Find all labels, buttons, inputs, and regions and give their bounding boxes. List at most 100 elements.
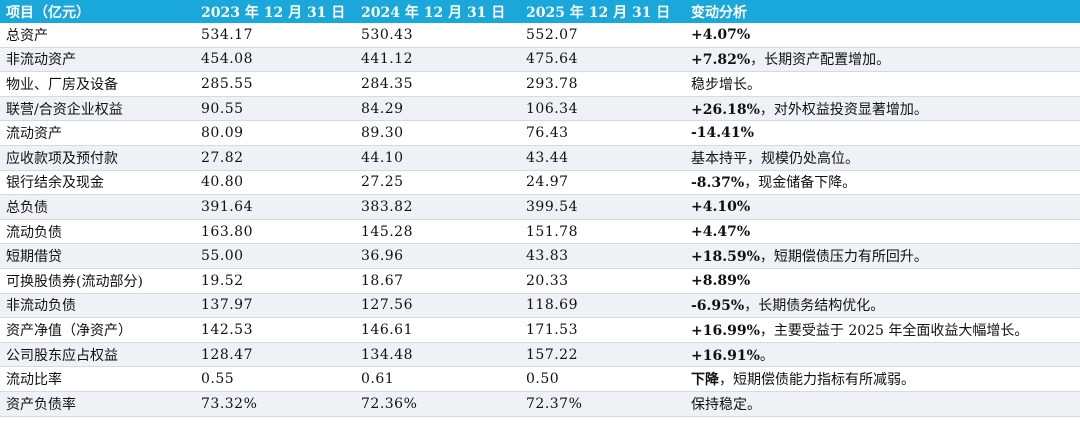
value-2023: 55.00 xyxy=(195,243,355,269)
change-lead: -14.41% xyxy=(691,125,754,142)
value-2023: 163.80 xyxy=(195,219,355,245)
value-2024: 145.28 xyxy=(355,219,520,245)
value-2025: 151.78 xyxy=(520,219,685,245)
table-row: 物业、厂房及设备 285.55 284.35 293.78 稳步增长。 xyxy=(0,71,1080,97)
value-2025: 552.07 xyxy=(520,23,685,48)
row-item-label: 资产负债率 xyxy=(0,391,195,417)
table-row: 资产负债率 73.32% 72.36% 72.37% 保持稳定。 xyxy=(0,391,1080,417)
value-2023: 27.82 xyxy=(195,145,355,171)
row-item-label: 联营/合资企业权益 xyxy=(0,96,195,122)
change-analysis-cell: +16.99%，主要受益于 2025 年全面收益大幅增长。 xyxy=(685,317,1080,343)
row-item-label: 非流动负债 xyxy=(0,293,195,319)
value-2025: 24.97 xyxy=(520,170,685,196)
table-row: 非流动负债 137.97 127.56 118.69 -6.95%，长期债务结构优化。 xyxy=(0,293,1080,319)
change-analysis-cell: +26.18%，对外权益投资显著增加。 xyxy=(685,96,1080,122)
change-lead: +7.82% xyxy=(691,52,751,69)
value-2025: 20.33 xyxy=(520,268,685,294)
change-note: ，短期偿债能力指标有所减弱。 xyxy=(719,372,915,389)
balance-sheet-table: 项目（亿元） 2023 年 12 月 31 日 2024 年 12 月 31 日… xyxy=(0,0,1080,417)
table-body: 总资产 534.17 530.43 552.07 +4.07% 非流动资产 454.08 44… xyxy=(0,23,1080,417)
header-change-analysis: 变动分析 xyxy=(685,0,1080,23)
value-2025: 72.37% xyxy=(520,391,685,417)
header-row: 项目（亿元） 2023 年 12 月 31 日 2024 年 12 月 31 日… xyxy=(0,0,1080,23)
value-2025: 0.50 xyxy=(520,366,685,392)
value-2023: 73.32% xyxy=(195,391,355,417)
value-2023: 391.64 xyxy=(195,194,355,220)
change-lead: +18.59% xyxy=(691,249,760,266)
row-item-label: 非流动资产 xyxy=(0,47,195,73)
change-note: ，长期债务结构优化。 xyxy=(744,298,885,315)
change-note: ，主要受益于 2025 年全面收益大幅增长。 xyxy=(759,322,1029,339)
value-2023: 90.55 xyxy=(195,96,355,122)
change-analysis-cell: +18.59%，短期偿债压力有所回升。 xyxy=(685,243,1080,269)
value-2025: 293.78 xyxy=(520,71,685,97)
table-row: 总负债 391.64 383.82 399.54 +4.10% xyxy=(0,194,1080,220)
table-header: 项目（亿元） 2023 年 12 月 31 日 2024 年 12 月 31 日… xyxy=(0,0,1080,23)
change-note: ，现金储备下降。 xyxy=(744,175,857,192)
value-2024: 530.43 xyxy=(355,23,520,48)
change-lead: +8.89% xyxy=(691,272,751,289)
row-item-label: 银行结余及现金 xyxy=(0,170,195,196)
change-note: 稳步增长。 xyxy=(691,76,761,93)
value-2024: 146.61 xyxy=(355,317,520,343)
change-lead: 下降 xyxy=(691,372,719,389)
change-lead: +16.99% xyxy=(691,322,760,339)
table-row: 公司股东应占权益 128.47 134.48 157.22 +16.91%。 xyxy=(0,342,1080,368)
header-2025: 2025 年 12 月 31 日 xyxy=(520,0,685,23)
change-lead: +4.10% xyxy=(691,198,751,215)
change-analysis-cell: 稳步增长。 xyxy=(685,71,1080,97)
change-analysis-cell: +16.91%。 xyxy=(685,342,1080,368)
change-analysis-cell: +8.89% xyxy=(685,268,1080,294)
change-analysis-cell: 基本持平，规模仍处高位。 xyxy=(685,145,1080,171)
change-analysis-cell: +7.82%，长期资产配置增加。 xyxy=(685,47,1080,73)
value-2025: 475.64 xyxy=(520,47,685,73)
table-row: 银行结余及现金 40.80 27.25 24.97 -8.37%，现金储备下降。 xyxy=(0,170,1080,196)
change-note: ，短期偿债压力有所回升。 xyxy=(759,249,928,266)
value-2025: 76.43 xyxy=(520,120,685,146)
change-analysis-cell: 下降，短期偿债能力指标有所减弱。 xyxy=(685,366,1080,392)
row-item-label: 总负债 xyxy=(0,194,195,220)
change-analysis-cell: -6.95%，长期债务结构优化。 xyxy=(685,293,1080,319)
row-item-label: 流动资产 xyxy=(0,120,195,146)
table-row: 流动比率 0.55 0.61 0.50 下降，短期偿债能力指标有所减弱。 xyxy=(0,366,1080,392)
value-2025: 399.54 xyxy=(520,194,685,220)
value-2024: 284.35 xyxy=(355,71,520,97)
value-2025: 106.34 xyxy=(520,96,685,122)
change-lead: -6.95% xyxy=(691,298,745,315)
value-2024: 89.30 xyxy=(355,120,520,146)
header-2024: 2024 年 12 月 31 日 xyxy=(355,0,520,23)
row-item-label: 物业、厂房及设备 xyxy=(0,71,195,97)
change-analysis-cell: +4.10% xyxy=(685,194,1080,220)
change-note: 。 xyxy=(759,347,774,364)
change-lead: +26.18% xyxy=(691,101,760,118)
row-item-label: 公司股东应占权益 xyxy=(0,342,195,368)
value-2023: 285.55 xyxy=(195,71,355,97)
table-row: 联营/合资企业权益 90.55 84.29 106.34 +26.18%，对外权益投资显… xyxy=(0,96,1080,122)
change-lead: +4.47% xyxy=(691,223,751,240)
table-row: 资产净值（净资产） 142.53 146.61 171.53 +16.99%，主要受益于… xyxy=(0,317,1080,343)
change-analysis-cell: -14.41% xyxy=(685,120,1080,146)
value-2024: 127.56 xyxy=(355,293,520,319)
value-2024: 383.82 xyxy=(355,194,520,220)
value-2023: 80.09 xyxy=(195,120,355,146)
value-2024: 0.61 xyxy=(355,366,520,392)
table-row: 流动资产 80.09 89.30 76.43 -14.41% xyxy=(0,120,1080,146)
header-item: 项目（亿元） xyxy=(0,0,195,23)
value-2023: 137.97 xyxy=(195,293,355,319)
value-2025: 43.44 xyxy=(520,145,685,171)
value-2024: 44.10 xyxy=(355,145,520,171)
change-lead: +4.07% xyxy=(691,26,751,43)
value-2024: 134.48 xyxy=(355,342,520,368)
value-2023: 128.47 xyxy=(195,342,355,368)
value-2023: 142.53 xyxy=(195,317,355,343)
row-item-label: 流动负债 xyxy=(0,219,195,245)
value-2023: 534.17 xyxy=(195,23,355,48)
value-2025: 118.69 xyxy=(520,293,685,319)
change-note: 基本持平，规模仍处高位。 xyxy=(691,150,859,167)
row-item-label: 应收款项及预付款 xyxy=(0,145,195,171)
row-item-label: 流动比率 xyxy=(0,366,195,392)
change-analysis-cell: 保持稳定。 xyxy=(685,391,1080,417)
value-2024: 441.12 xyxy=(355,47,520,73)
change-note: 保持稳定。 xyxy=(691,396,761,413)
table-row: 总资产 534.17 530.43 552.07 +4.07% xyxy=(0,23,1080,48)
